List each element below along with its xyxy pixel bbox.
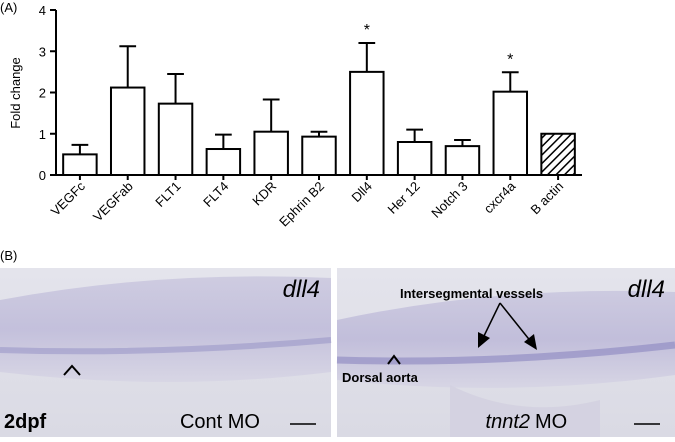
panel-label: (B): [0, 248, 17, 263]
vessel-label: Intersegmental vessels: [400, 286, 543, 301]
y-axis-label: Fold change: [8, 57, 23, 129]
condition-gene: tnnt2: [486, 411, 530, 433]
condition-label: MO: [535, 411, 567, 433]
x-tick-label: Notch 3: [428, 179, 470, 221]
x-tick-label: FLT1: [152, 179, 183, 210]
stage-label: 2dpf: [4, 411, 47, 433]
bar: [396, 141, 433, 176]
y-tick-label: 0: [39, 168, 46, 183]
bar: [301, 135, 337, 176]
x-tick-label: Ephrin B2: [276, 179, 327, 230]
y-tick-label: 2: [39, 86, 46, 101]
significance-marker: *: [364, 22, 370, 39]
bar: [157, 102, 194, 176]
bar: [444, 145, 481, 176]
bar: [62, 153, 98, 176]
x-tick-label: Dll4: [348, 179, 374, 205]
gene-label: dll4: [283, 276, 320, 303]
y-tick-label: 1: [39, 127, 46, 142]
condition-label: Cont MO: [180, 411, 260, 433]
bar: [253, 130, 289, 176]
x-tick-label: KDR: [249, 179, 279, 209]
x-tick-label: VEGFc: [48, 178, 89, 219]
significance-marker: *: [507, 51, 513, 68]
y-tick-label: 4: [39, 3, 46, 18]
x-tick-label: VEGFab: [90, 179, 136, 225]
gene-label: dll4: [628, 276, 665, 303]
x-tick-label: cxcr4a: [481, 178, 519, 216]
x-tick-label: B actin: [527, 179, 566, 218]
bar: [205, 148, 242, 176]
x-tick-label: Her 12: [385, 179, 423, 217]
bar: [540, 132, 576, 176]
micrograph-right: Intersegmental vessels Dorsal aorta dll4…: [336, 268, 675, 437]
bar: [109, 86, 146, 176]
y-tick-label: 3: [39, 44, 46, 59]
panel-label: (A): [0, 0, 17, 15]
micrograph-left: dll4 2dpf Cont MO: [0, 268, 332, 437]
bar: [349, 70, 385, 176]
bar: [492, 90, 529, 176]
aorta-label: Dorsal aorta: [342, 370, 419, 385]
x-tick-label: FLT4: [200, 179, 231, 210]
